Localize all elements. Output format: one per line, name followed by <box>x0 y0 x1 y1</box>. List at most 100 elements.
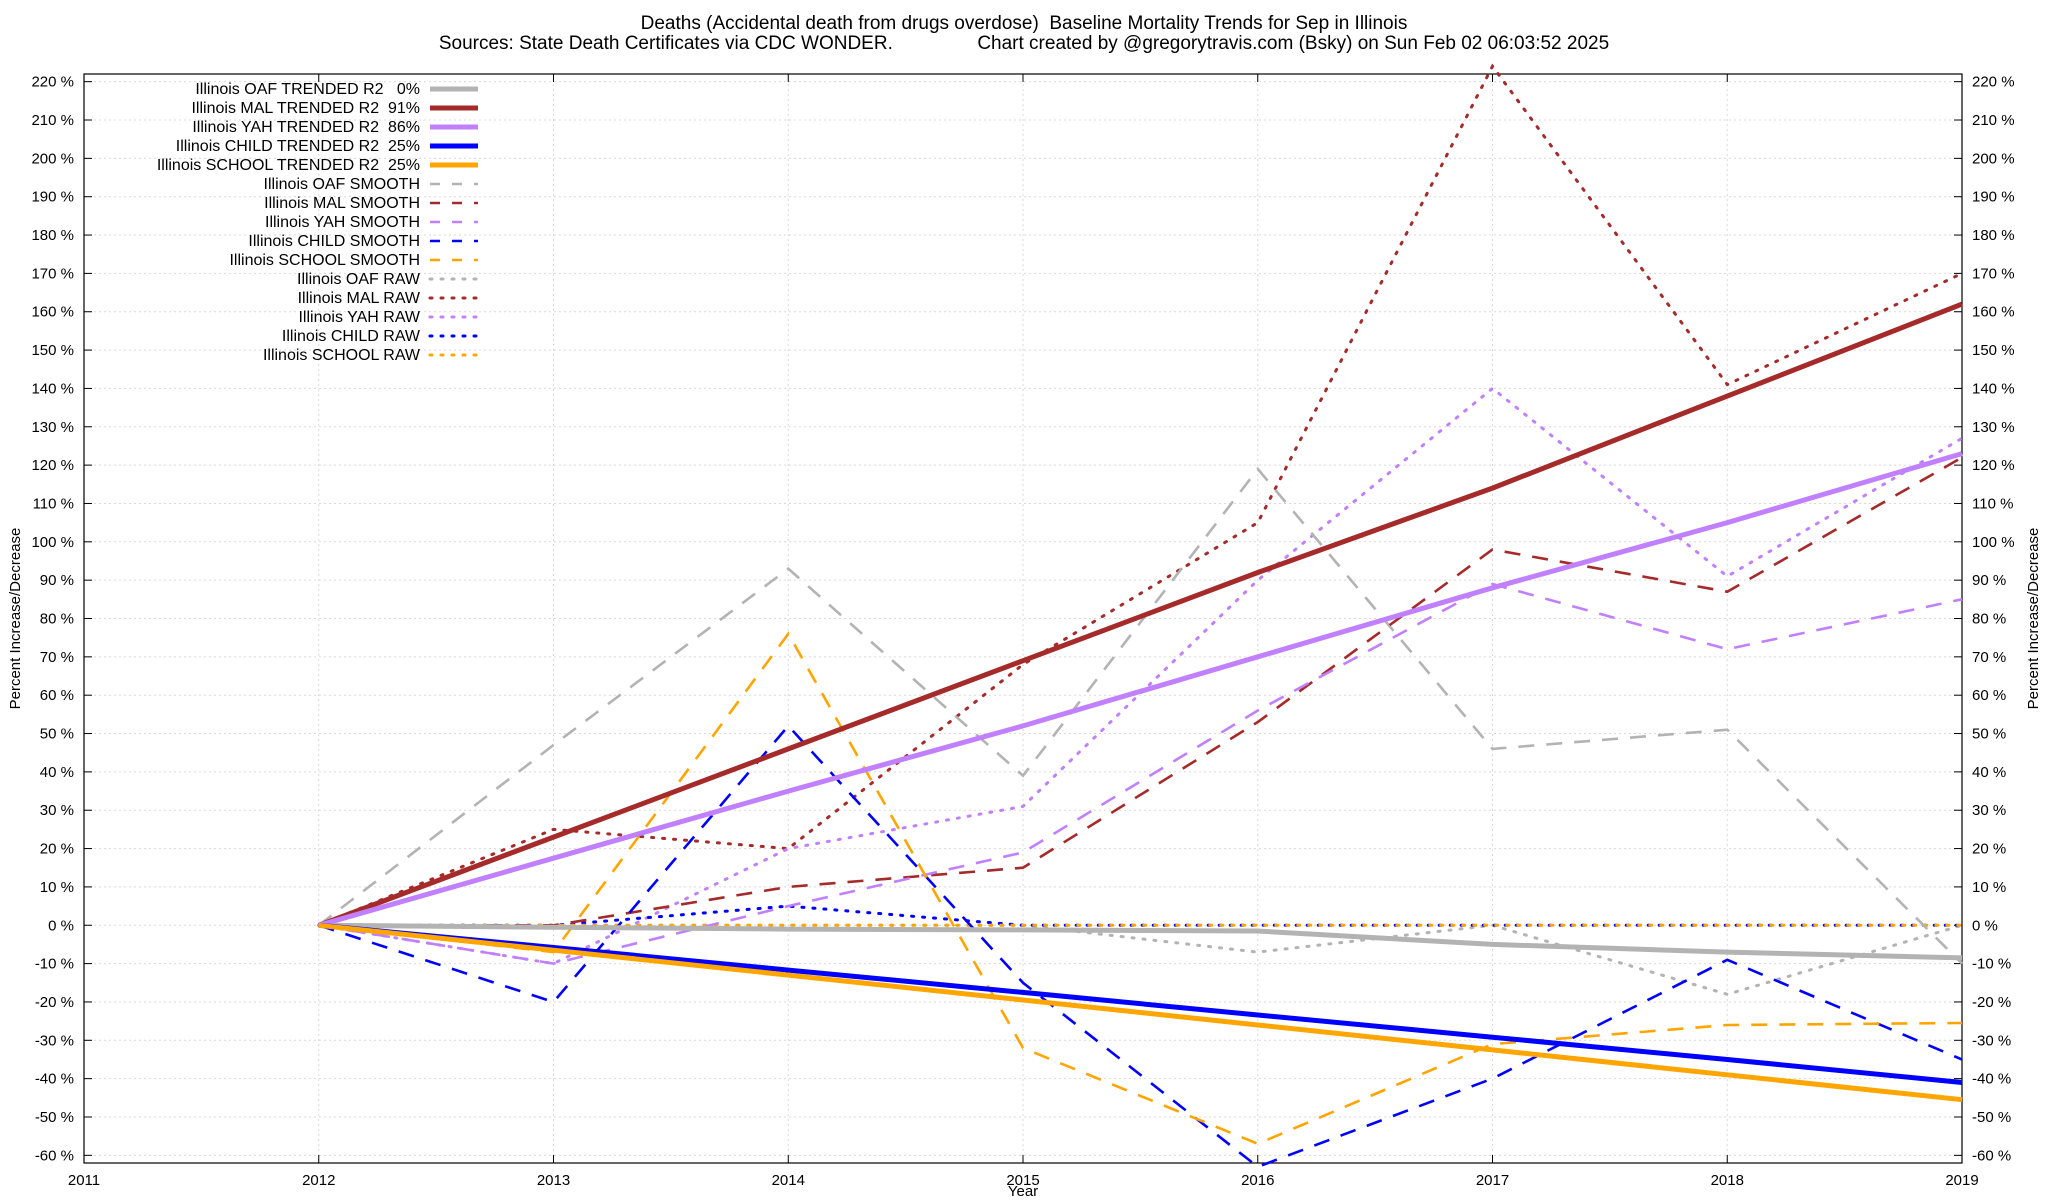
series-line-illinois-school-smooth <box>318 631 1963 1146</box>
y-tick-label-right: 190 % <box>1972 189 2015 206</box>
y-tick-label-left: 220 % <box>31 74 74 91</box>
y-tick-label-left: 80 % <box>40 611 74 628</box>
x-tick-label: 2016 <box>1241 1172 1274 1189</box>
chart-title: Deaths (Accidental death from drugs over… <box>640 13 1408 34</box>
y-axis-label-left: Percent Increase/Decrease <box>7 528 24 710</box>
legend-label-illinois-school-raw: Illinois SCHOOL RAW <box>263 347 421 364</box>
series-line-illinois-child-trended-r2 <box>318 922 1963 1085</box>
y-tick-label-right: 210 % <box>1972 112 2015 129</box>
chart-subtitle: Sources: State Death Certificates via CD… <box>438 33 1610 54</box>
x-tick-label: 2011 <box>68 1172 100 1189</box>
legend: Illinois OAF TRENDED R2 0% Illinois MAL T… <box>157 81 480 364</box>
legend-label-illinois-oaf-trended-r2: Illinois OAF TRENDED R2 0% <box>195 81 420 98</box>
series-line-illinois-oaf-trended-r2 <box>318 922 1963 961</box>
y-tick-label-left: 100 % <box>31 534 74 551</box>
y-tick-label-right: -20 % <box>1972 994 2011 1011</box>
y-tick-label-right: 120 % <box>1972 457 2015 474</box>
x-tick-label: 2018 <box>1711 1172 1744 1189</box>
series-line-illinois-yah-raw <box>317 386 1964 966</box>
y-tick-label-right: 70 % <box>1972 649 2006 666</box>
y-tick-label-left: 90 % <box>40 572 74 589</box>
y-tick-label-right: 80 % <box>1972 611 2006 628</box>
series-line-illinois-child-smooth <box>318 723 1963 1169</box>
y-tick-label-left: 120 % <box>31 457 74 474</box>
y-tick-label-right: 110 % <box>1972 495 2013 512</box>
series-line-illinois-school-trended-r2 <box>318 922 1963 1103</box>
y-tick-label-right: 30 % <box>1972 802 2006 819</box>
x-tick-label: 2014 <box>772 1172 805 1189</box>
x-tick-label: 2019 <box>1945 1172 1978 1189</box>
y-tick-label-right: 180 % <box>1972 227 2015 244</box>
y-tick-label-left: 40 % <box>40 764 74 781</box>
y-tick-label-right: 10 % <box>1972 879 2006 896</box>
y-tick-label-left: 70 % <box>40 649 74 666</box>
series-line-illinois-oaf-smooth <box>318 466 1963 965</box>
series-line-illinois-mal-trended-r2 <box>317 301 1963 928</box>
y-tick-label-right: 140 % <box>1972 380 2015 397</box>
y-tick-label-right: -10 % <box>1972 956 2011 973</box>
y-tick-label-left: 30 % <box>40 802 74 819</box>
y-tick-label-right: 160 % <box>1972 304 2015 321</box>
y-tick-label-left: -20 % <box>35 994 74 1011</box>
y-tick-label-left: 140 % <box>31 380 74 397</box>
legend-label-illinois-yah-trended-r2: Illinois YAH TRENDED R2 86% <box>192 119 420 136</box>
y-tick-label-left: 160 % <box>31 304 74 321</box>
legend-label-illinois-oaf-smooth: Illinois OAF SMOOTH <box>264 176 420 193</box>
y-tick-label-right: 90 % <box>1972 572 2006 589</box>
series-line-illinois-yah-trended-r2 <box>318 451 1963 928</box>
y-tick-label-left: 180 % <box>31 227 74 244</box>
x-tick-label: 2013 <box>537 1172 570 1189</box>
y-tick-label-left: -10 % <box>35 956 74 973</box>
y-tick-label-left: 210 % <box>31 112 74 129</box>
y-tick-label-left: 150 % <box>31 342 74 359</box>
series-line-illinois-mal-smooth <box>318 456 1963 927</box>
y-tick-label-left: 10 % <box>40 879 74 896</box>
y-tick-label-left: 60 % <box>40 687 74 704</box>
y-tick-label-right: 220 % <box>1972 74 2015 91</box>
y-tick-label-right: 150 % <box>1972 342 2015 359</box>
y-tick-label-right: -60 % <box>1972 1147 2011 1164</box>
y-tick-label-right: 130 % <box>1972 419 2015 436</box>
axis-ticks: -60 % -60 % -50 % -50 % -40 % -40 % -30 % -30 %… <box>31 74 2014 1189</box>
y-tick-label-right: 20 % <box>1972 841 2006 858</box>
y-tick-label-left: -30 % <box>35 1032 74 1049</box>
y-tick-label-left: 50 % <box>40 726 74 743</box>
y-tick-label-left: 130 % <box>31 419 74 436</box>
x-tick-label: 2017 <box>1476 1172 1509 1189</box>
legend-label-illinois-child-trended-r2: Illinois CHILD TRENDED R2 25% <box>176 138 420 155</box>
y-tick-label-right: 40 % <box>1972 764 2006 781</box>
x-axis-label: Year <box>1008 1183 1038 1200</box>
legend-label-illinois-mal-smooth: Illinois MAL SMOOTH <box>264 195 420 212</box>
y-tick-label-right: 0 % <box>1972 917 1998 934</box>
y-tick-label-left: -60 % <box>35 1147 74 1164</box>
y-tick-label-right: 100 % <box>1972 534 2015 551</box>
y-axis-label-right: Percent Increase/Decrease <box>2025 528 2042 710</box>
y-tick-label-right: 50 % <box>1972 726 2006 743</box>
y-tick-label-left: 0 % <box>48 917 74 934</box>
legend-label-illinois-mal-raw: Illinois MAL RAW <box>298 290 421 307</box>
x-tick-label: 2012 <box>302 1172 335 1189</box>
series-line-illinois-child-raw <box>317 904 1964 927</box>
y-tick-label-left: 170 % <box>31 265 74 282</box>
legend-label-illinois-school-smooth: Illinois SCHOOL SMOOTH <box>229 252 420 269</box>
legend-label-illinois-mal-trended-r2: Illinois MAL TRENDED R2 91% <box>191 100 420 117</box>
y-tick-label-right: -50 % <box>1972 1109 2011 1126</box>
legend-label-illinois-yah-smooth: Illinois YAH SMOOTH <box>265 214 420 231</box>
y-tick-label-left: 200 % <box>31 150 74 167</box>
legend-label-illinois-yah-raw: Illinois YAH RAW <box>298 309 420 326</box>
series-line-illinois-mal-raw <box>317 63 1964 927</box>
series-group <box>317 63 1964 1169</box>
legend-label-illinois-child-smooth: Illinois CHILD SMOOTH <box>248 233 420 250</box>
y-tick-label-left: 190 % <box>31 189 74 206</box>
legend-label-illinois-school-trended-r2: Illinois SCHOOL TRENDED R2 25% <box>157 157 420 174</box>
y-tick-label-left: 110 % <box>33 495 74 512</box>
y-tick-label-right: 200 % <box>1972 150 2015 167</box>
y-tick-label-left: -40 % <box>35 1071 74 1088</box>
y-tick-label-left: 20 % <box>40 841 74 858</box>
y-tick-label-right: -30 % <box>1972 1032 2011 1049</box>
series-line-illinois-yah-smooth <box>318 582 1963 965</box>
y-tick-label-right: -40 % <box>1972 1071 2011 1088</box>
y-tick-label-right: 60 % <box>1972 687 2006 704</box>
y-tick-label-right: 170 % <box>1972 265 2015 282</box>
